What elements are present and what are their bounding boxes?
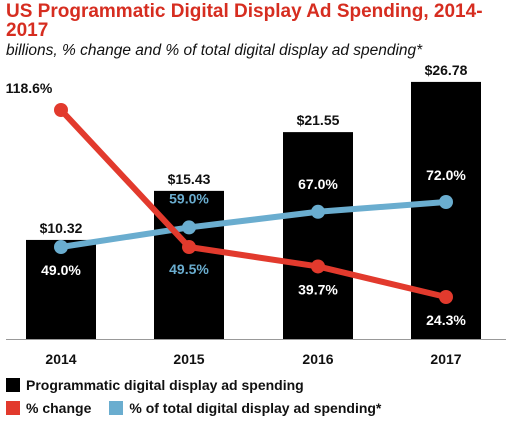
legend-swatch-spending — [6, 378, 20, 392]
share-label-2016: 67.0% — [298, 176, 338, 192]
change-point-2017 — [439, 290, 453, 304]
change-label-2017: 24.3% — [426, 312, 466, 328]
x-tick-2014: 2014 — [45, 351, 76, 367]
legend-item-change: % change — [6, 400, 91, 416]
legend-item-spending: Programmatic digital display ad spending — [6, 377, 304, 393]
x-tick-2015: 2015 — [173, 351, 204, 367]
change-label-2015: 49.5% — [169, 261, 209, 277]
share-line — [58, 199, 449, 250]
share-label-2017: 72.0% — [426, 167, 466, 183]
change-line — [58, 107, 449, 300]
change-point-2014 — [54, 103, 68, 117]
x-tick-2016: 2016 — [302, 351, 333, 367]
share-point-2014 — [54, 240, 68, 254]
legend-row-2: % change % of total digital display ad s… — [6, 399, 399, 417]
share-label-2015: 59.0% — [169, 190, 209, 206]
legend-swatch-change — [6, 401, 20, 415]
legend-row-1: Programmatic digital display ad spending — [6, 376, 322, 394]
share-label-2014: 49.0% — [41, 262, 81, 278]
chart-title: US Programmatic Digital Display Ad Spend… — [6, 1, 483, 41]
legend-item-share: % of total digital display ad spending* — [109, 400, 381, 416]
bar-label-2016: $21.55 — [297, 112, 340, 128]
chart-subtitle: billions, % change and % of total digita… — [6, 42, 423, 59]
bar-label-2015: $15.43 — [168, 171, 211, 187]
change-point-2015 — [182, 240, 196, 255]
share-point-2017 — [439, 195, 453, 209]
change-point-2016 — [311, 259, 325, 274]
x-tick-2017: 2017 — [430, 351, 461, 367]
legend-swatch-share — [109, 401, 124, 415]
legend-label-share: % of total digital display ad spending* — [129, 400, 382, 416]
bar-label-2017: $26.78 — [425, 62, 468, 78]
bar-2015 — [154, 190, 224, 339]
legend-label-spending: Programmatic digital display ad spending — [26, 377, 304, 393]
bar-2016 — [283, 132, 353, 339]
share-point-2015 — [182, 220, 196, 235]
change-label-2016: 39.7% — [298, 281, 338, 297]
change-label-2014: 118.6% — [6, 80, 53, 96]
bar-2014 — [26, 239, 96, 339]
share-point-2016 — [311, 204, 325, 219]
legend-label-change: % change — [26, 400, 92, 416]
bar-label-2014: $10.32 — [40, 220, 83, 236]
